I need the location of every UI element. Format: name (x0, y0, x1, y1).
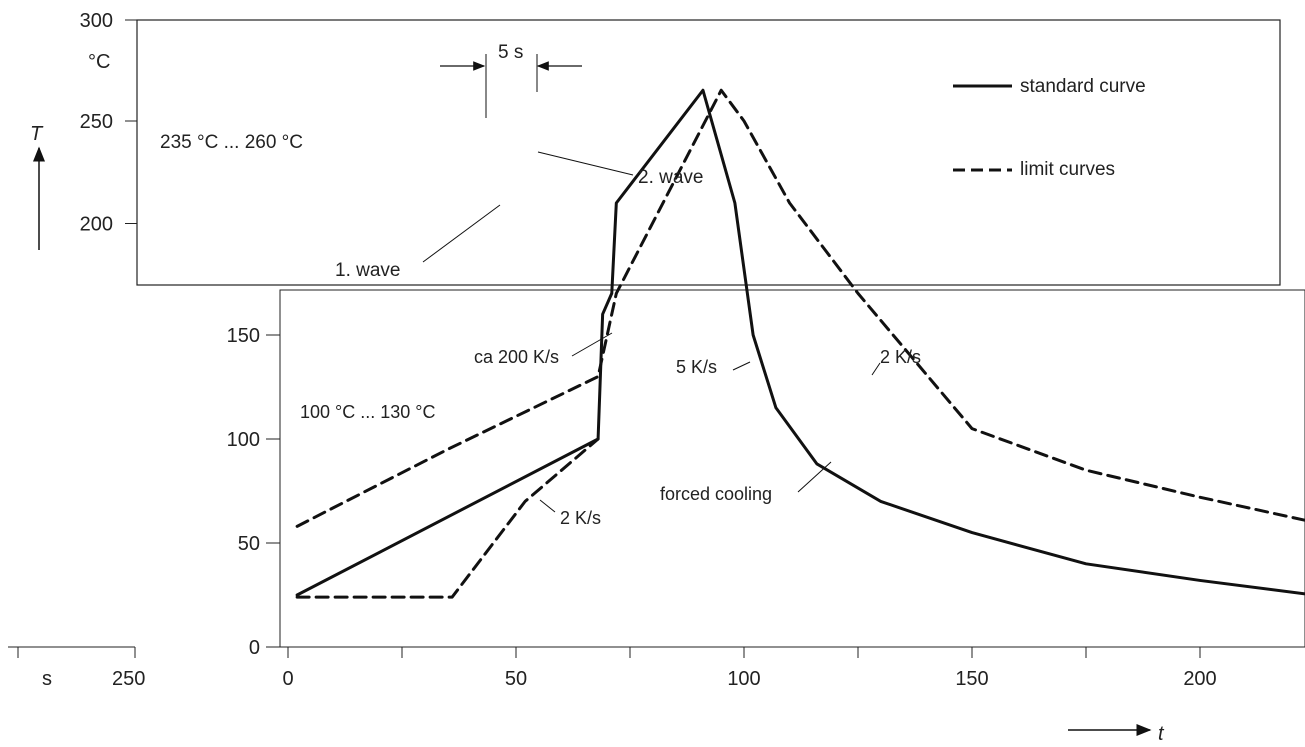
y-tick-label: 0 (249, 637, 260, 659)
y-tick-label: 150 (227, 325, 260, 347)
x-tick-label: 200 (1183, 668, 1216, 690)
axis-ticks: 0 50 100 150 200 s 250 0 50 100 150 200 250 300 (17, 10, 1217, 690)
left-panel-tick-label: 250 (112, 668, 145, 690)
y-tick-label: 100 (227, 429, 260, 451)
y-tick-label: 250 (80, 111, 113, 133)
x-tick-label: 100 (727, 668, 760, 690)
x-tick-label: 50 (505, 668, 527, 690)
annotation-preheat-range: 100 °C ... 130 °C (300, 402, 435, 422)
legend: standard curve limit curves (953, 76, 1146, 180)
annotation-cooling-rate-slow: 2 K/s (880, 347, 921, 367)
upper-plot-frame (136, 19, 1281, 286)
y-axis-label: T (30, 123, 44, 145)
x-tick-label: 150 (955, 668, 988, 690)
y-tick-label: 200 (80, 214, 113, 236)
annotation-forced-cooling: forced cooling (660, 484, 772, 504)
limit-curve-line (295, 88, 1305, 528)
left-panel-tick-label: s (42, 668, 52, 690)
standard-curve-line (295, 88, 1305, 597)
annotation-preheat-rate: 2 K/s (560, 508, 601, 528)
y-unit-label: °C (88, 51, 110, 73)
legend-limit-label: limit curves (1020, 159, 1115, 180)
annotation-second-wave: 2. wave (638, 167, 703, 188)
annotation-peak-range: 235 °C ... 260 °C (160, 132, 303, 153)
x-axis-label: t (1158, 723, 1165, 745)
x-tick-label: 0 (282, 668, 293, 690)
annotation-dwell-time: 5 s (498, 42, 523, 63)
lower-plot-frame (279, 289, 1305, 648)
annotation-first-wave: 1. wave (335, 260, 400, 281)
annotation-ramp-rate: ca 200 K/s (474, 347, 559, 367)
annotation-leaders (422, 151, 881, 513)
y-tick-label: 300 (80, 10, 113, 32)
series-layer (295, 88, 1305, 599)
annotation-cooling-rate-fast: 5 K/s (676, 357, 717, 377)
y-tick-label: 50 (238, 533, 260, 555)
dwell-time-marker (440, 54, 582, 118)
legend-standard-label: standard curve (1020, 76, 1146, 97)
limit-curve-line (295, 437, 600, 599)
